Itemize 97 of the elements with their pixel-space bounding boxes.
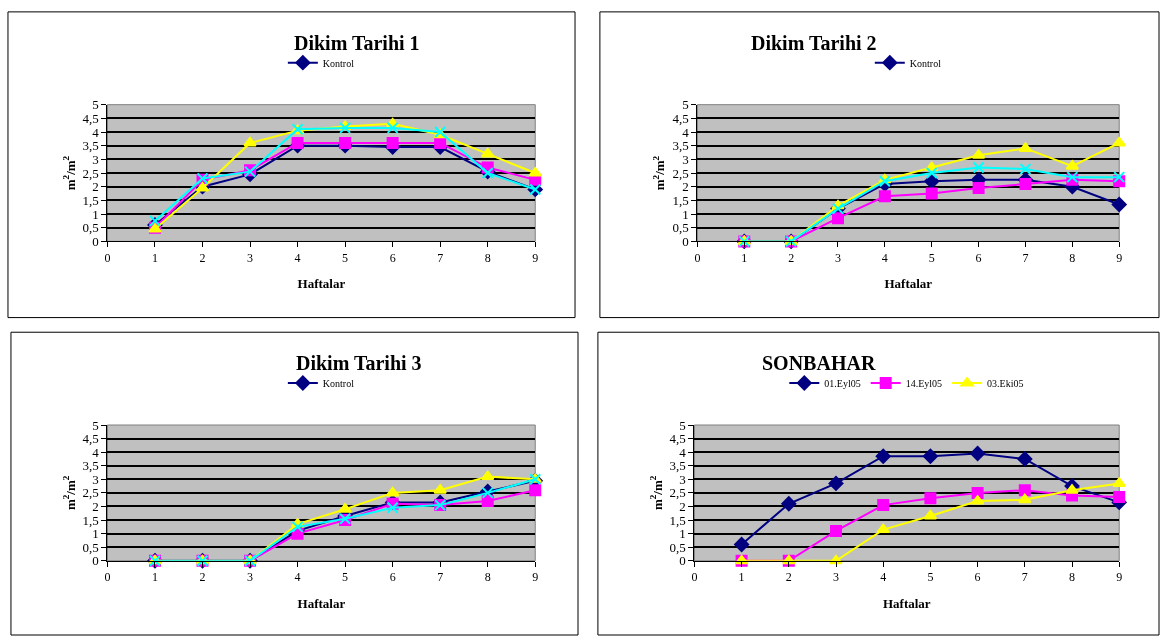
y-tick-label: 3,5 bbox=[82, 458, 99, 474]
y-tick-label: 4,5 bbox=[672, 110, 689, 126]
y-tick-label: 2 bbox=[679, 499, 686, 515]
y-tick-label: 3,5 bbox=[669, 458, 686, 474]
x-tick-label: 3 bbox=[247, 570, 254, 585]
x-tick-label: 8 bbox=[1069, 250, 1076, 265]
y-tick-label: 4,5 bbox=[82, 431, 99, 447]
y-tick-label: 0 bbox=[679, 553, 686, 569]
y-tick-label: 2 bbox=[682, 179, 689, 195]
x-tick-label: 7 bbox=[437, 570, 444, 585]
y-tick-label: 5 bbox=[679, 417, 686, 433]
chart-title: Dikim Tarihi 3 bbox=[296, 352, 422, 374]
y-tick-label: 2,5 bbox=[82, 165, 99, 181]
y-tick-label: 5 bbox=[92, 417, 99, 433]
y-tick-label: 4 bbox=[679, 444, 687, 460]
x-tick-label: 8 bbox=[484, 570, 491, 585]
y-tick-label: 2,5 bbox=[672, 165, 689, 181]
y-tick-label: 2 bbox=[92, 179, 99, 195]
x-tick-label: 7 bbox=[1022, 250, 1029, 265]
x-tick-label: 4 bbox=[294, 570, 301, 585]
y-tick-label: 1,5 bbox=[82, 192, 99, 208]
y-tick-label: 0 bbox=[92, 553, 99, 569]
y-tick-label: 2,5 bbox=[82, 485, 99, 501]
y-tick-label: 2 bbox=[92, 499, 99, 515]
y-tick-label: 1 bbox=[679, 526, 686, 542]
x-tick-label: 6 bbox=[974, 570, 981, 585]
x-tick-label: 2 bbox=[199, 570, 206, 585]
chart-title: Dikim Tarihi 2 bbox=[751, 32, 877, 54]
y-tick-label: 4 bbox=[682, 124, 690, 140]
x-axis-title: Haftalar bbox=[297, 595, 346, 611]
y-tick-label: 0,5 bbox=[672, 220, 689, 236]
x-tick-label: 3 bbox=[247, 250, 254, 265]
x-tick-label: 6 bbox=[389, 250, 396, 265]
x-tick-label: 4 bbox=[294, 250, 301, 265]
y-tick-label: 3 bbox=[679, 471, 686, 487]
x-tick-label: 6 bbox=[389, 570, 396, 585]
y-tick-label: 3,5 bbox=[672, 138, 689, 154]
x-tick-label: 4 bbox=[880, 570, 887, 585]
y-tick-label: 1,5 bbox=[669, 512, 686, 528]
x-tick-label: 5 bbox=[342, 250, 349, 265]
x-tick-label: 9 bbox=[1116, 250, 1123, 265]
x-tick-label: 1 bbox=[738, 570, 745, 585]
y-tick-label: 5 bbox=[682, 97, 689, 113]
x-tick-label: 9 bbox=[532, 250, 539, 265]
x-axis-title: Haftalar bbox=[297, 276, 346, 292]
x-tick-label: 2 bbox=[199, 250, 206, 265]
x-tick-label: 2 bbox=[785, 570, 792, 585]
y-tick-label: 3 bbox=[92, 471, 99, 487]
y-tick-label: 0 bbox=[682, 233, 689, 249]
y-tick-label: 0,5 bbox=[669, 539, 686, 555]
x-tick-label: 8 bbox=[484, 250, 491, 265]
x-tick-label: 1 bbox=[151, 570, 158, 585]
y-tick-label: 4,5 bbox=[669, 431, 686, 447]
x-tick-label: 1 bbox=[741, 250, 748, 265]
y-tick-label: 0,5 bbox=[82, 539, 99, 555]
legend-label: Kontrol bbox=[322, 377, 355, 389]
y-tick-label: 0 bbox=[92, 233, 99, 249]
y-tick-label: 3 bbox=[682, 151, 689, 167]
y-tick-label: 5 bbox=[92, 97, 99, 113]
x-axis-title: Haftalar bbox=[884, 276, 933, 292]
y-tick-label: 2,5 bbox=[669, 485, 686, 501]
y-tick-label: 1 bbox=[92, 206, 99, 222]
y-tick-label: 1,5 bbox=[82, 512, 99, 528]
y-tick-label: 3 bbox=[92, 151, 99, 167]
x-tick-label: 3 bbox=[835, 250, 841, 265]
x-tick-label: 7 bbox=[1021, 570, 1028, 585]
legend-label: Kontrol bbox=[322, 57, 355, 69]
x-tick-label: 9 bbox=[532, 570, 539, 585]
y-tick-label: 1 bbox=[682, 206, 689, 222]
legend-label: Kontrol bbox=[909, 57, 942, 69]
x-tick-label: 5 bbox=[927, 570, 934, 585]
x-tick-label: 4 bbox=[881, 250, 888, 265]
y-tick-label: 4,5 bbox=[82, 110, 99, 126]
x-tick-label: 2 bbox=[788, 250, 795, 265]
chart-title: Dikim Tarihi 1 bbox=[294, 32, 420, 54]
chart-title: SONBAHAR bbox=[762, 352, 876, 374]
x-tick-label: 8 bbox=[1069, 570, 1076, 585]
x-tick-label: 5 bbox=[928, 250, 935, 265]
x-tick-label: 0 bbox=[104, 250, 111, 265]
y-tick-label: 4 bbox=[92, 444, 100, 460]
x-tick-label: 5 bbox=[342, 570, 349, 585]
x-tick-label: 0 bbox=[694, 250, 701, 265]
legend-label: 01.Eyl05 bbox=[824, 377, 861, 389]
y-tick-label: 1,5 bbox=[672, 192, 689, 208]
legend-label: 03.Eki05 bbox=[987, 377, 1024, 389]
y-tick-label: 1 bbox=[92, 526, 99, 542]
x-tick-label: 7 bbox=[437, 250, 444, 265]
x-axis-title: Haftalar bbox=[882, 595, 931, 611]
y-tick-label: 0,5 bbox=[82, 220, 99, 236]
legend-label: 14.Eyl05 bbox=[905, 377, 943, 389]
x-tick-label: 0 bbox=[104, 570, 111, 585]
x-tick-label: 3 bbox=[833, 570, 840, 585]
y-tick-label: 4 bbox=[92, 124, 100, 140]
y-tick-label: 3,5 bbox=[82, 138, 99, 154]
x-tick-label: 1 bbox=[151, 250, 158, 265]
x-tick-label: 9 bbox=[1116, 570, 1123, 585]
x-tick-label: 6 bbox=[975, 250, 982, 265]
